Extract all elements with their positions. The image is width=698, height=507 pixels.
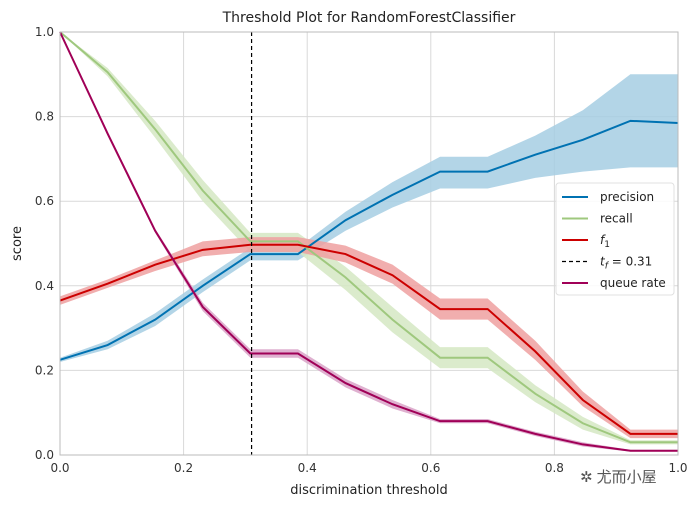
wechat-icon: ✲ (580, 467, 593, 486)
watermark-text: 尤而小屋 (596, 468, 657, 486)
band-precision (60, 74, 678, 362)
x-tick-label: 0.4 (298, 461, 317, 475)
y-tick-label: 0.4 (35, 279, 54, 293)
legend-label: tf = 0.31 (600, 255, 652, 272)
series-line-f1 (59, 243, 678, 435)
x-tick-label: 0.8 (545, 461, 564, 475)
series-line-recall (59, 31, 678, 444)
legend-label: precision (600, 190, 654, 204)
legend-label: recall (600, 212, 633, 226)
x-tick-label: 1.0 (668, 461, 687, 475)
y-tick-label: 0.2 (35, 363, 54, 377)
legend-label: f1 (600, 233, 610, 250)
plot-frame (59, 31, 679, 456)
y-tick-label: 0.6 (35, 194, 54, 208)
series-line-precision (59, 119, 679, 361)
legend-box (555, 182, 675, 296)
legend-label: queue rate (600, 276, 666, 290)
watermark: ✲ 尤而小屋 (580, 466, 657, 487)
chart-title: Threshold Plot for RandomForestClassifie… (222, 10, 516, 26)
x-axis-label: discrimination threshold (290, 483, 447, 498)
series-line-queue-rate (59, 31, 678, 452)
y-tick-label: 1.0 (35, 25, 54, 39)
y-axis-label: score (10, 226, 25, 261)
x-tick-label: 0.2 (174, 461, 193, 475)
x-tick-label: 0.6 (421, 461, 440, 475)
y-tick-label: 0.0 (35, 448, 54, 462)
x-tick-label: 0.0 (50, 461, 69, 475)
y-tick-label: 0.8 (35, 110, 54, 124)
